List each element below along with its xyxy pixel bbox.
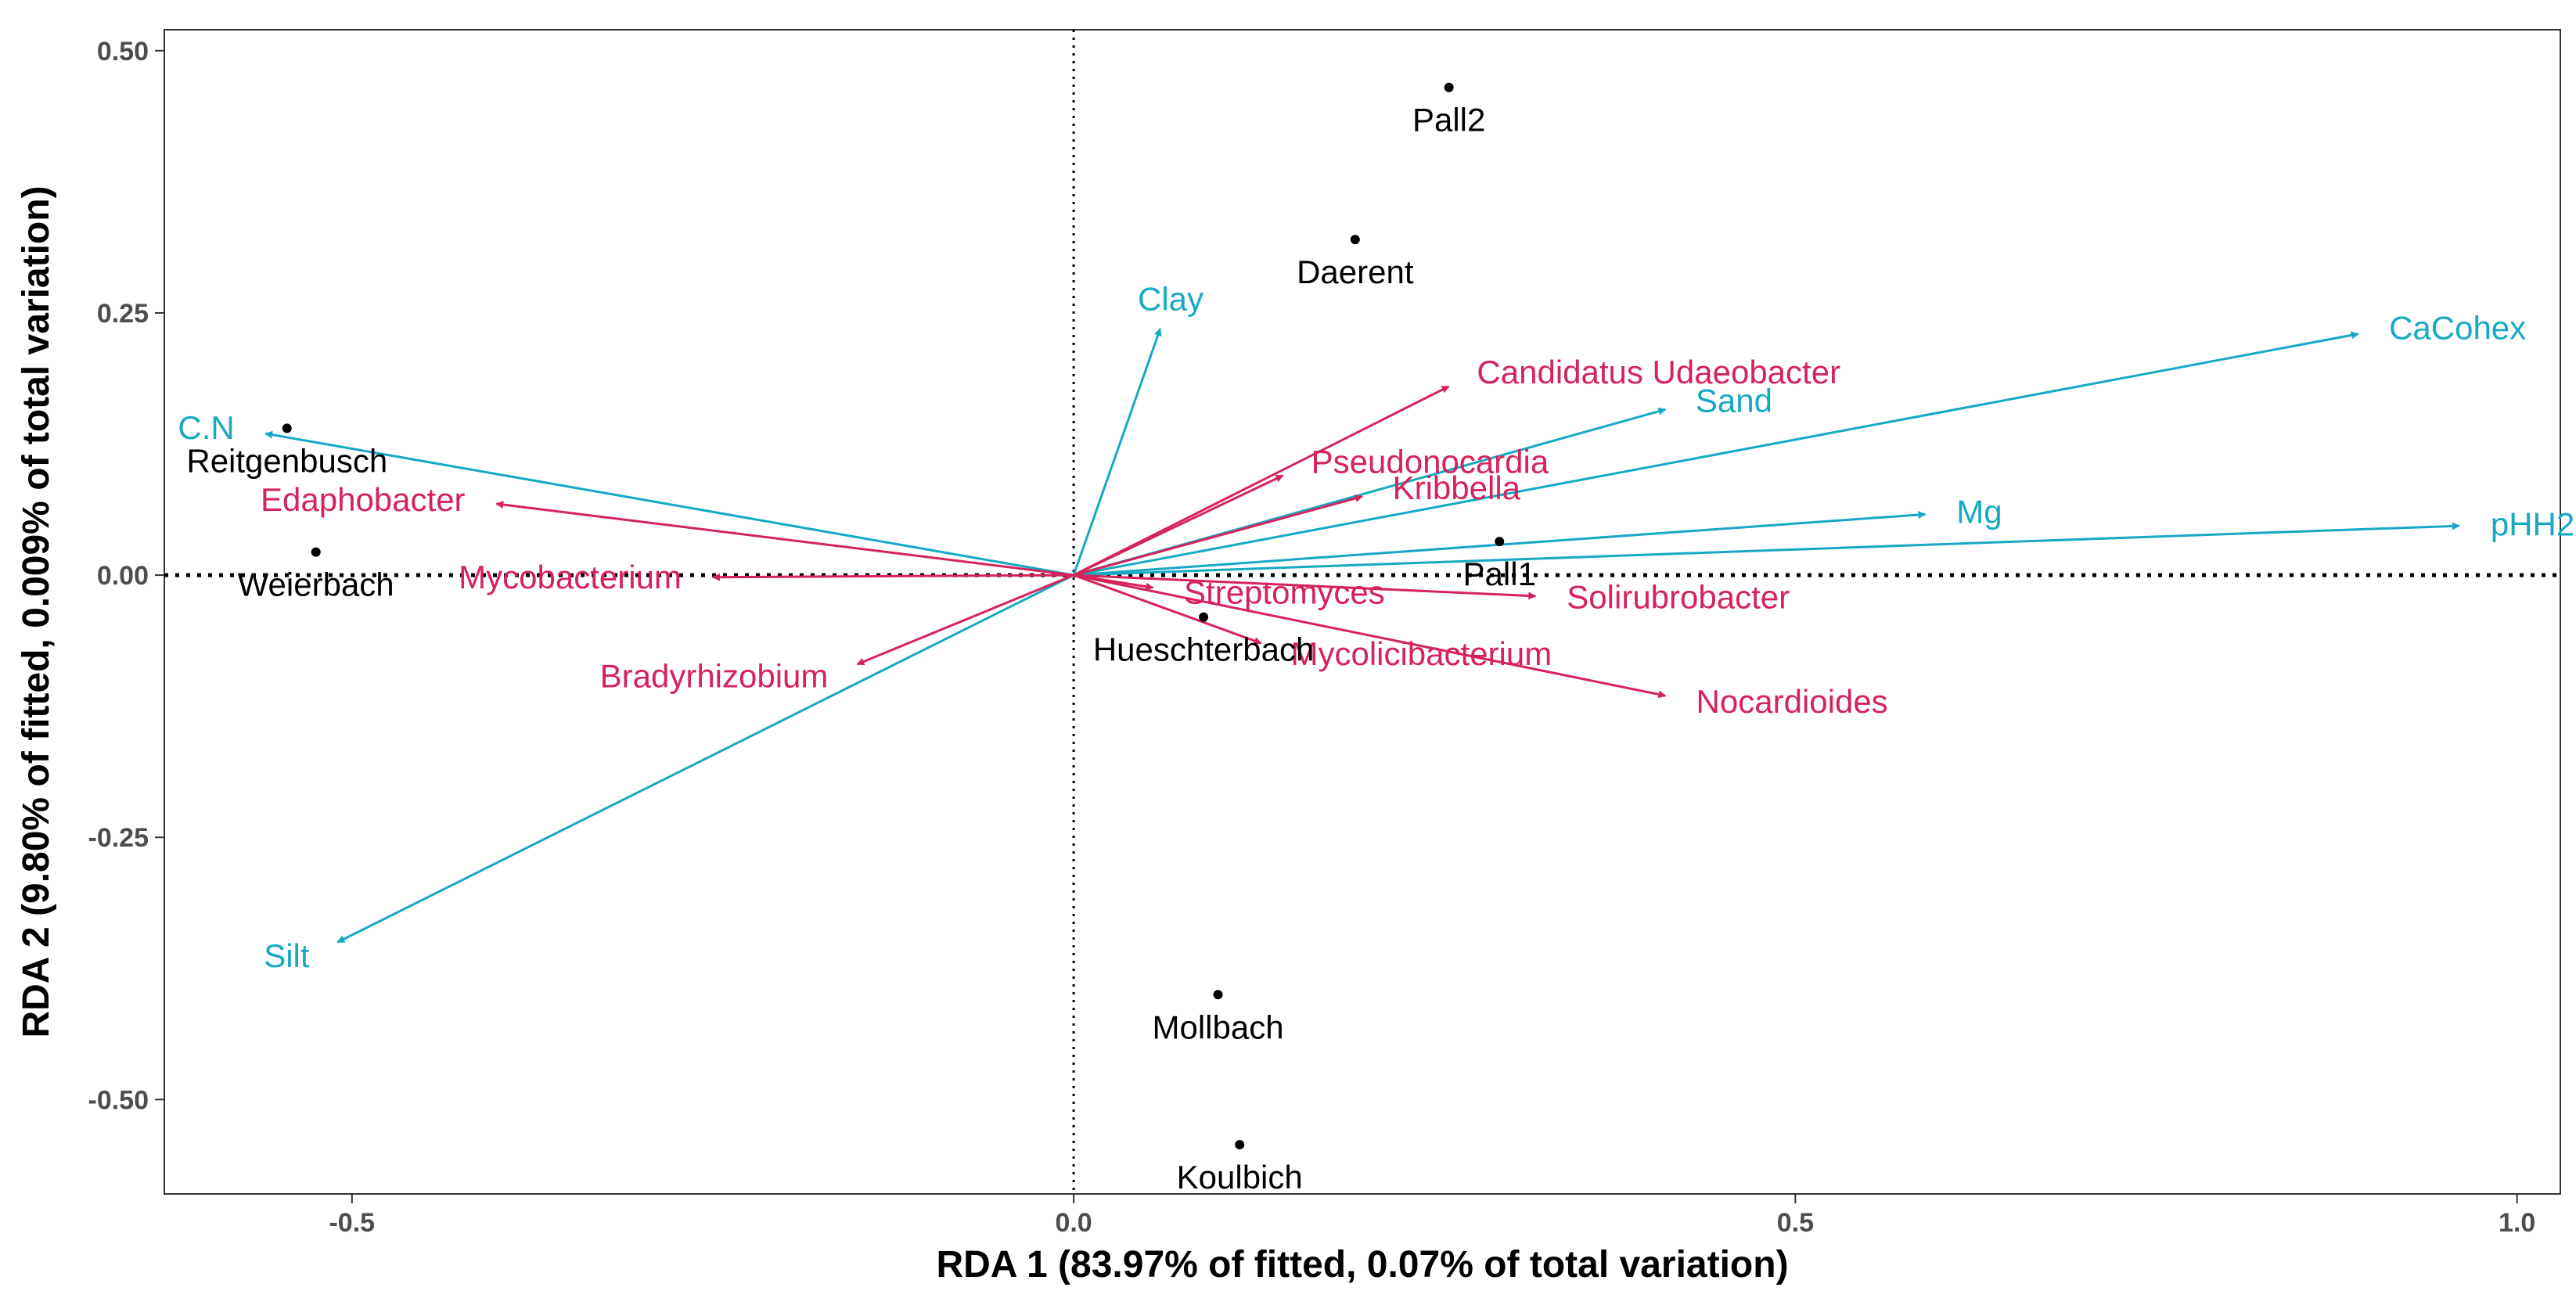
site-point-pall2: [1444, 82, 1454, 92]
taxon-arrow-candidatus-udaeobacter: [1073, 385, 1450, 577]
site-label-pall2: Pall2: [1412, 102, 1485, 138]
y-tick-label: -0.25: [88, 823, 149, 853]
taxa-vectors: Candidatus Udaeobacter PseudonocardiaKrib…: [261, 354, 1888, 720]
taxon-arrow-kribbella: [1073, 494, 1363, 577]
site-label-reitgenbusch: Reitgenbusch: [186, 442, 387, 479]
taxon-label-nocardioides: Nocardioides: [1696, 683, 1888, 720]
y-tick-label: 0.50: [97, 37, 149, 67]
x-axis-ticks: -0.5 0.0 0.5 1.0: [329, 1194, 2535, 1238]
taxon-arrow-solirubrobacter: [1074, 573, 1537, 600]
environment-label-clay: Clay: [1138, 280, 1203, 317]
taxon-label-edaphobacter: Edaphobacter: [261, 481, 466, 518]
taxon-label-pseudonocardia: Pseudonocardia: [1311, 444, 1549, 480]
reference-lines: [164, 30, 2560, 1194]
taxon-arrow-mycobacterium: [711, 573, 1074, 581]
x-tick-label: 0.0: [1055, 1208, 1092, 1238]
site-point-weierbach: [311, 547, 321, 557]
site-label-daerent: Daerent: [1297, 253, 1414, 290]
taxon-arrow-mycolicibacterium: [1073, 573, 1262, 645]
environment-label-c-n: C.N: [178, 409, 234, 446]
site-point-daerent: [1350, 235, 1360, 245]
environment-label-silt: Silt: [264, 937, 310, 974]
environment-arrow-phh2o: [1074, 522, 2460, 577]
environment-label-cacohex: CaCohex: [2389, 309, 2526, 346]
x-tick-label: 0.5: [1777, 1208, 1814, 1238]
y-tick-label: 0.25: [97, 299, 149, 329]
site-label-weierbach: Weierbach: [238, 566, 394, 603]
y-tick-label: 0.00: [97, 561, 149, 591]
environment-label-sand: Sand: [1696, 382, 1772, 419]
taxon-arrow-bradyrhizobium: [856, 573, 1074, 666]
site-label-pall1: Pall1: [1463, 556, 1536, 592]
taxon-label-solirubrobacter: Solirubrobacter: [1567, 579, 1790, 616]
taxon-label-mycobacterium: Mycobacterium: [459, 559, 682, 595]
site-label-hueschterbach: Hueschterbach: [1093, 631, 1315, 668]
site-point-koulbich: [1235, 1139, 1245, 1149]
environment-label-phh2o: pHH2O: [2491, 506, 2576, 543]
y-tick-label: -0.50: [88, 1085, 149, 1115]
taxon-label-bradyrhizobium: Bradyrhizobium: [600, 657, 829, 694]
site-point-hueschterbach: [1199, 612, 1209, 622]
x-tick-label: 1.0: [2499, 1208, 2535, 1238]
site-label-koulbich: Koulbich: [1177, 1159, 1303, 1196]
y-axis-title: RDA 2 (9.80% of fitted, 0.009% of total …: [16, 185, 57, 1037]
site-point-mollbach: [1213, 990, 1223, 1000]
taxon-arrow-streptomyces: [1073, 573, 1154, 591]
taxon-arrow-edaphobacter: [495, 501, 1074, 577]
environment-arrow-clay: [1072, 328, 1162, 576]
taxon-label-mycolicibacterium: Mycolicibacterium: [1290, 635, 1552, 672]
x-axis-title: RDA 1 (83.97% of fitted, 0.07% of total …: [936, 1244, 1788, 1285]
environment-arrow-c-n: [264, 430, 1074, 577]
environment-arrow-cacohex: [1073, 331, 2359, 577]
environment-label-mg: Mg: [1956, 493, 2002, 530]
taxon-label-candidatus-udaeobacter: Candidatus Udaeobacter: [1477, 354, 1840, 390]
taxon-label-kribbella: Kribbella: [1393, 469, 1521, 506]
plot-panel: [164, 29, 2561, 1195]
taxon-arrow-nocardioides: [1073, 573, 1667, 699]
site-points: Pall2 Daerent Reitgenbusch Weierbach Pall1 Hu…: [186, 82, 1536, 1196]
site-point-pall1: [1495, 537, 1505, 547]
taxon-label-streptomyces: Streptomyces: [1184, 573, 1385, 610]
taxon-arrow-pseudonocardia: [1073, 474, 1284, 577]
x-tick-label: -0.5: [329, 1208, 375, 1238]
environment-arrow-silt: [336, 573, 1074, 944]
y-axis-ticks: -0.50 -0.25 0.00 0.25 0.50: [88, 37, 164, 1115]
site-label-mollbach: Mollbach: [1152, 1009, 1283, 1045]
site-point-reitgenbusch: [282, 423, 292, 433]
